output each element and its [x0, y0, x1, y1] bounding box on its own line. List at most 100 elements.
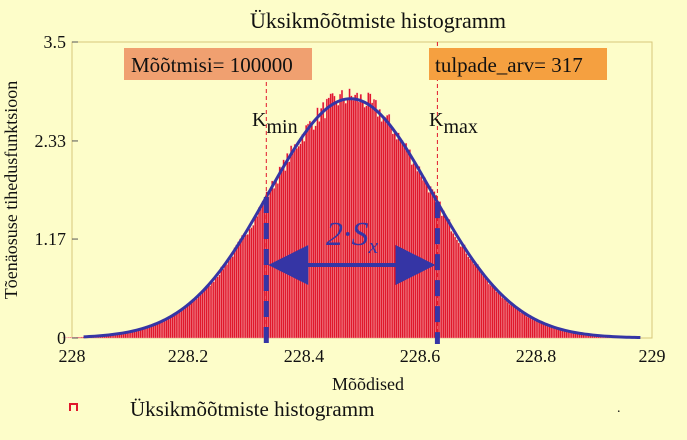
histogram-bar [535, 319, 538, 339]
x-tick-label: 228.6 [400, 346, 441, 366]
y-tick-label: 0 [57, 328, 66, 348]
histogram-bar [254, 215, 257, 339]
histogram-bar [301, 134, 304, 339]
histogram-bar [444, 215, 447, 339]
histogram-bar [239, 238, 242, 339]
histogram-bar [259, 206, 263, 339]
histogram-bar [208, 285, 212, 339]
span-subscript: x [368, 233, 379, 258]
histogram-bar [440, 215, 443, 339]
histogram-bar [455, 239, 459, 339]
histogram-bar [504, 299, 508, 339]
histogram-bar [237, 241, 240, 339]
histogram-bar [340, 89, 344, 339]
histogram-bar [146, 327, 149, 339]
histogram-bar [295, 148, 298, 339]
histogram-bar [216, 276, 219, 339]
histogram-bar [290, 145, 293, 339]
histogram-bar [502, 298, 506, 339]
histogram-bar [491, 284, 494, 339]
histogram-bar [269, 191, 272, 339]
histogram-bar [308, 120, 312, 339]
legend-swatch [69, 403, 78, 411]
histogram-bar [525, 316, 528, 339]
kmin-label: Kmin [252, 109, 298, 138]
histogram-bar [499, 293, 502, 339]
histogram-bar [152, 324, 155, 339]
histogram-bar [442, 210, 445, 339]
histogram-bar [293, 144, 296, 339]
histogram-bar [416, 170, 419, 339]
legend-trailing-dot: . [617, 401, 621, 416]
histogram-bar [158, 323, 161, 339]
histogram-bar [555, 328, 558, 339]
histogram-bar [284, 170, 287, 339]
y-axis-ticks: 0 1.17 2.33 3.5 [35, 32, 78, 348]
histogram-bar [173, 315, 176, 339]
histogram-bar [538, 321, 541, 339]
histogram-bar [175, 312, 178, 339]
span-label: 2·Sx [326, 216, 379, 258]
histogram-bar [310, 122, 313, 339]
histogram-bar [484, 277, 487, 339]
histogram-bar [482, 273, 485, 339]
histogram-bar [186, 305, 189, 339]
histogram-bar [487, 283, 491, 339]
histogram-bar [278, 166, 281, 339]
legend: Üksikmõõtmiste histogramm . [69, 397, 621, 421]
histogram-bar [280, 167, 283, 339]
histogram-bar [553, 327, 557, 339]
histogram-bar [222, 268, 225, 339]
histogram-bar [469, 258, 472, 339]
histogram-bar [414, 162, 417, 339]
histogram-bar [197, 295, 200, 339]
histogram-bar [408, 149, 411, 339]
legend-label: Üksikmõõtmiste histogramm [130, 397, 374, 421]
histogram-bar [391, 133, 394, 339]
histogram-bar [546, 324, 549, 339]
histogram-bar [374, 99, 378, 339]
x-axis-ticks: 228 228.2 228.4 228.6 228.8 229 [59, 346, 666, 366]
histogram-bar [231, 256, 234, 339]
histogram-bar [389, 125, 393, 339]
histogram-bar [286, 153, 289, 339]
histogram-bar [510, 304, 513, 339]
histogram-bar [188, 303, 191, 339]
histogram-bar [65, 337, 68, 339]
histogram-bar [67, 337, 70, 339]
histogram-bar [384, 117, 387, 339]
histogram-bar [480, 271, 483, 339]
histogram-bar [378, 109, 381, 339]
x-axis-label: Mõõdised [332, 374, 404, 394]
histogram-bar [167, 318, 170, 339]
histogram-bar [465, 253, 468, 339]
bins-box-text: tulpade_arv= 317 [435, 53, 583, 77]
histogram-bar [533, 319, 536, 339]
histogram-bar [401, 140, 404, 339]
histogram-bar [248, 228, 251, 339]
histogram-bar [220, 266, 223, 339]
histogram-bar [297, 146, 300, 339]
histogram-bar [544, 323, 547, 339]
histogram-bar [519, 312, 523, 339]
histogram-bar [550, 326, 553, 339]
histogram-bar [506, 302, 509, 339]
histogram-bar [182, 308, 185, 339]
histogram-bar [291, 149, 295, 339]
histogram-bar [154, 323, 157, 339]
histogram-bar [410, 164, 413, 339]
kmax-label: Kmax [429, 109, 478, 138]
histogram-bar [227, 259, 231, 339]
histogram-bar [478, 270, 481, 339]
histogram-bar [474, 264, 477, 339]
histogram-bar [423, 177, 427, 339]
histogram-bar [527, 317, 530, 339]
histogram-bar [159, 322, 163, 339]
histogram-bar [161, 321, 165, 339]
normal-density-curve [83, 97, 641, 340]
histogram-bar [224, 263, 227, 339]
histogram-bar [78, 336, 82, 339]
y-tick-label: 3.5 [44, 32, 67, 52]
histogram-bar [448, 219, 451, 339]
histogram-bar [242, 233, 246, 339]
